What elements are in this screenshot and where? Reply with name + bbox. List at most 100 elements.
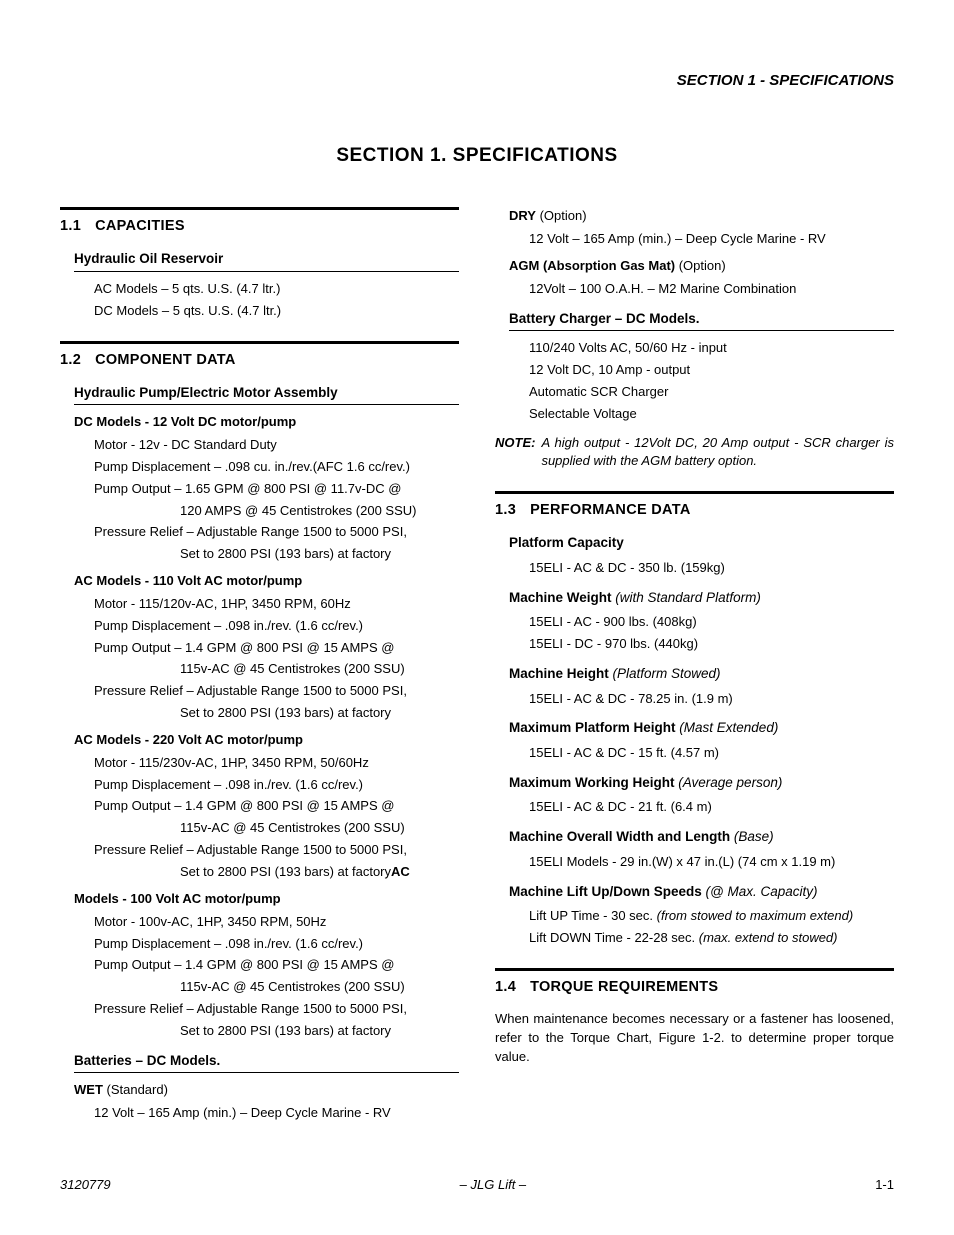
- spec-line: 15ELI - DC - 970 lbs. (440kg): [529, 635, 894, 654]
- spec-line: Pressure Relief – Adjustable Range 1500 …: [94, 841, 459, 860]
- heading-number: 1.1: [60, 216, 81, 237]
- spec-text: Lift DOWN Time - 22-28 sec.: [529, 930, 699, 945]
- label-bold: Maximum Working Height: [509, 775, 675, 790]
- spec-line: 15ELI - AC & DC - 350 lb. (159kg): [529, 559, 894, 578]
- subhead-batteries: Batteries – DC Models.: [74, 1051, 459, 1074]
- note-body: A high output - 12Volt DC, 20 Amp output…: [541, 434, 894, 472]
- spec-line-cont: 115v-AC @ 45 Centistrokes (200 SSU): [180, 978, 459, 997]
- perf-head-machine-weight: Machine Weight (with Standard Platform): [509, 588, 894, 608]
- spec-line: Motor - 100v-AC, 1HP, 3450 RPM, 50Hz: [94, 913, 459, 932]
- spec-line: Lift UP Time - 30 sec. (from stowed to m…: [529, 907, 894, 926]
- label-tail: (Standard): [103, 1082, 168, 1097]
- spec-line: Pump Output – 1.4 GPM @ 800 PSI @ 15 AMP…: [94, 639, 459, 658]
- heading-number: 1.2: [60, 350, 81, 371]
- spec-line: Pressure Relief – Adjustable Range 1500 …: [94, 1000, 459, 1019]
- spec-line: 15ELI - AC - 900 lbs. (408kg): [529, 613, 894, 632]
- heading-number: 1.4: [495, 977, 516, 998]
- spec-line: Pressure Relief – Adjustable Range 1500 …: [94, 523, 459, 542]
- spec-line: Motor - 115/120v-AC, 1HP, 3450 RPM, 60Hz: [94, 595, 459, 614]
- label-ital: (with Standard Platform): [612, 590, 761, 605]
- label-bold: Machine Weight: [509, 590, 612, 605]
- spec-line-cont: Set to 2800 PSI (193 bars) at factory: [180, 704, 459, 723]
- heading-1-1: 1.1 CAPACITIES: [60, 207, 459, 237]
- spec-line: Pump Displacement – .098 in./rev. (1.6 c…: [94, 935, 459, 954]
- perf-head-max-platform-height: Maximum Platform Height (Mast Extended): [509, 718, 894, 738]
- torque-paragraph: When maintenance becomes necessary or a …: [495, 1010, 894, 1067]
- spec-line: Pump Displacement – .098 cu. in./rev.(AF…: [94, 458, 459, 477]
- running-header: SECTION 1 - SPECIFICATIONS: [60, 70, 894, 92]
- page: SECTION 1 - SPECIFICATIONS SECTION 1. SP…: [0, 0, 954, 1235]
- page-footer: 3120779 – JLG Lift – 1-1: [60, 1176, 894, 1195]
- subhead-charger: Battery Charger – DC Models.: [509, 309, 894, 332]
- spec-line: Pump Output – 1.65 GPM @ 800 PSI @ 11.7v…: [94, 480, 459, 499]
- spec-line-cont: Set to 2800 PSI (193 bars) at factoryAC: [180, 863, 459, 882]
- section-title: SECTION 1. SPECIFICATIONS: [60, 142, 894, 170]
- footer-center: – JLG Lift –: [460, 1176, 526, 1195]
- subhead-pump-motor: Hydraulic Pump/Electric Motor Assembly: [74, 383, 459, 406]
- spec-line: 15ELI - AC & DC - 21 ft. (6.4 m): [529, 798, 894, 817]
- label-bold: AGM (Absorption Gas Mat): [509, 258, 675, 273]
- spec-line-cont: 115v-AC @ 45 Centistrokes (200 SSU): [180, 819, 459, 838]
- battery-dry-head: DRY (Option): [509, 207, 894, 226]
- spec-line-cont: Set to 2800 PSI (193 bars) at factory: [180, 1022, 459, 1041]
- label-tail: (Option): [675, 258, 726, 273]
- label-bold: Maximum Platform Height: [509, 720, 676, 735]
- spec-line: 15ELI Models - 29 in.(W) x 47 in.(L) (74…: [529, 853, 894, 872]
- spec-line: Pump Output – 1.4 GPM @ 800 PSI @ 15 AMP…: [94, 956, 459, 975]
- model-head-ac110: AC Models - 110 Volt AC motor/pump: [74, 572, 459, 591]
- note-block: NOTE: A high output - 12Volt DC, 20 Amp …: [495, 434, 894, 472]
- spec-line: 15ELI - AC & DC - 15 ft. (4.57 m): [529, 744, 894, 763]
- label-bold: Machine Height: [509, 666, 609, 681]
- footer-left: 3120779: [60, 1176, 111, 1195]
- spec-line: 15ELI - AC & DC - 78.25 in. (1.9 m): [529, 690, 894, 709]
- heading-text: COMPONENT DATA: [95, 352, 236, 368]
- spec-ital: (from stowed to maximum extend): [657, 908, 854, 923]
- spec-line: 12 Volt – 165 Amp (min.) – Deep Cycle Ma…: [94, 1104, 459, 1123]
- spec-line: Pressure Relief – Adjustable Range 1500 …: [94, 682, 459, 701]
- spec-line: Pump Displacement – .098 in./rev. (1.6 c…: [94, 776, 459, 795]
- spec-line: Pump Output – 1.4 GPM @ 800 PSI @ 15 AMP…: [94, 797, 459, 816]
- perf-head-machine-height: Machine Height (Platform Stowed): [509, 664, 894, 684]
- battery-wet-head: WET (Standard): [74, 1081, 459, 1100]
- spec-ital: (max. extend to stowed): [699, 930, 838, 945]
- heading-1-3: 1.3PERFORMANCE DATA: [495, 491, 894, 521]
- model-head-ac220: AC Models - 220 Volt AC motor/pump: [74, 731, 459, 750]
- spec-line: DC Models – 5 qts. U.S. (4.7 ltr.): [94, 302, 459, 321]
- spec-line-cont: 120 AMPS @ 45 Centistrokes (200 SSU): [180, 502, 459, 521]
- model-head-dc12: DC Models - 12 Volt DC motor/pump: [74, 413, 459, 432]
- spec-line: Motor - 12v - DC Standard Duty: [94, 436, 459, 455]
- perf-head-lift-speeds: Machine Lift Up/Down Speeds (@ Max. Capa…: [509, 882, 894, 902]
- spec-line: AC Models – 5 qts. U.S. (4.7 ltr.): [94, 280, 459, 299]
- spec-line-cont: 115v-AC @ 45 Centistrokes (200 SSU): [180, 660, 459, 679]
- perf-head-max-working-height: Maximum Working Height (Average person): [509, 773, 894, 793]
- spec-line: 12Volt – 100 O.A.H. – M2 Marine Combinat…: [529, 280, 894, 299]
- two-column-body: 1.1 CAPACITIES Hydraulic Oil Reservoir AC…: [60, 207, 894, 1126]
- spec-text: Set to 2800 PSI (193 bars) at factory: [180, 864, 391, 879]
- label-bold: DRY: [509, 208, 536, 223]
- right-column: DRY (Option) 12 Volt – 165 Amp (min.) – …: [495, 207, 894, 1126]
- label-ital: (Average person): [675, 775, 783, 790]
- spec-line-cont: Set to 2800 PSI (193 bars) at factory: [180, 545, 459, 564]
- left-column: 1.1 CAPACITIES Hydraulic Oil Reservoir AC…: [60, 207, 459, 1126]
- spec-line: 12 Volt DC, 10 Amp - output: [529, 361, 894, 380]
- spec-line: Selectable Voltage: [529, 405, 894, 424]
- label-bold: WET: [74, 1082, 103, 1097]
- heading-1-2: 1.2 COMPONENT DATA: [60, 341, 459, 371]
- model-head-ac100: Models - 100 Volt AC motor/pump: [74, 890, 459, 909]
- perf-head-overall-width-length: Machine Overall Width and Length (Base): [509, 827, 894, 847]
- heading-text: PERFORMANCE DATA: [530, 502, 691, 518]
- heading-text: CAPACITIES: [95, 218, 185, 234]
- label-ital: (Platform Stowed): [609, 666, 721, 681]
- label-bold: Machine Lift Up/Down Speeds: [509, 884, 702, 899]
- label-ital: (Base): [730, 829, 774, 844]
- spec-line: 12 Volt – 165 Amp (min.) – Deep Cycle Ma…: [529, 230, 894, 249]
- note-label: NOTE:: [495, 434, 535, 472]
- spec-line: Pump Displacement – .098 in./rev. (1.6 c…: [94, 617, 459, 636]
- spec-line: 110/240 Volts AC, 50/60 Hz - input: [529, 339, 894, 358]
- label-ital: (Mast Extended): [676, 720, 779, 735]
- battery-agm-head: AGM (Absorption Gas Mat) (Option): [509, 257, 894, 276]
- perf-head-platform-capacity: Platform Capacity: [509, 533, 894, 553]
- heading-text: TORQUE REQUIREMENTS: [530, 979, 718, 995]
- subhead-hydraulic-reservoir: Hydraulic Oil Reservoir: [74, 249, 459, 272]
- footer-right: 1-1: [875, 1176, 894, 1195]
